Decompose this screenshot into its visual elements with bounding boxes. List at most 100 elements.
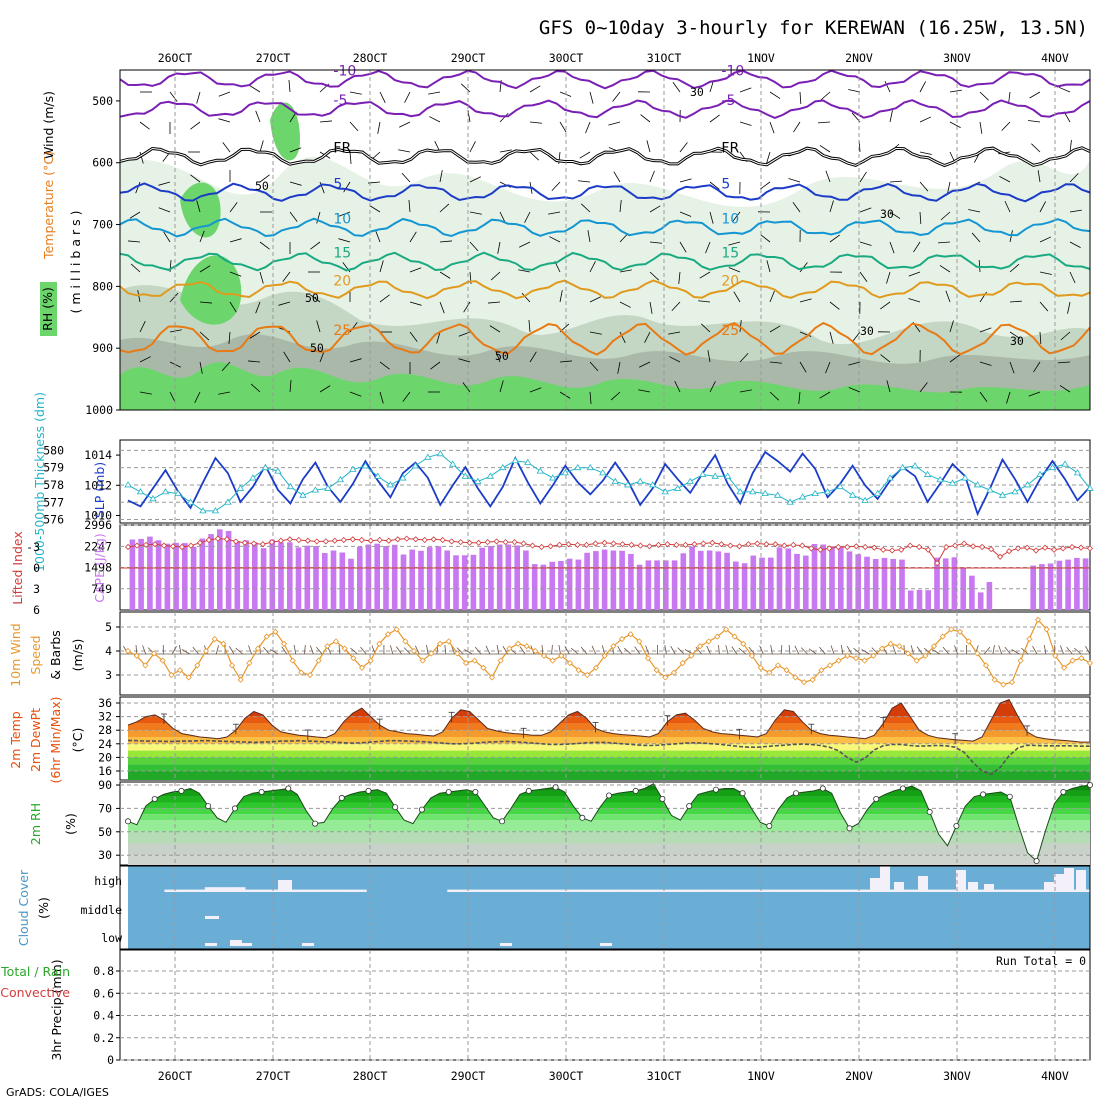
cloud-level-label: high xyxy=(94,874,122,888)
cape-bar xyxy=(295,547,302,610)
wind10m-barb xyxy=(1074,647,1082,655)
upper-wind-barb xyxy=(199,265,211,273)
upper-wind-barb xyxy=(848,361,861,366)
temp-band xyxy=(128,737,1090,744)
wind10m-point xyxy=(246,659,253,667)
cloud-bar xyxy=(774,889,779,892)
wind10m-barb xyxy=(519,646,526,655)
rh2m-point xyxy=(659,796,666,803)
rh2m-axis: 30 50 70 90 xyxy=(98,778,120,862)
wind10m-barb xyxy=(485,645,491,655)
cloud-bar xyxy=(322,889,327,892)
wind10m-barb xyxy=(403,647,411,655)
cloud-bar xyxy=(560,889,565,892)
wind10m-units: (m/s) xyxy=(70,639,85,672)
upper-wind-barb xyxy=(529,121,542,124)
thickness-point xyxy=(748,488,757,495)
wind10m-barb xyxy=(601,645,605,655)
wind10m-barb xyxy=(496,645,500,655)
upper-wind-barb xyxy=(1059,385,1071,393)
upper-grid xyxy=(174,70,1056,410)
cape-bar xyxy=(173,542,179,610)
cloud-bar xyxy=(1086,889,1091,892)
rh2m-point xyxy=(953,823,960,830)
cape-bar xyxy=(1030,565,1036,610)
li-point xyxy=(934,560,941,567)
wind10m-barb xyxy=(731,646,738,655)
cloud-level-label: low xyxy=(101,931,122,945)
upper-wind-barb xyxy=(825,170,831,183)
upper-wind-barb xyxy=(678,271,681,284)
upper-wind-barb xyxy=(310,294,321,303)
cape-bar xyxy=(1056,560,1063,610)
li-point xyxy=(520,540,527,547)
cloud-bar xyxy=(463,889,468,892)
cape-bar xyxy=(505,544,512,610)
rh2m-point xyxy=(205,803,212,810)
cloud-bar xyxy=(742,889,747,892)
isotherm-line xyxy=(119,217,1091,238)
cloud-bar xyxy=(641,889,646,892)
date-label-top: 29OCT xyxy=(451,51,486,65)
cape-bar xyxy=(645,560,652,610)
upper-wind-barb xyxy=(429,116,441,123)
upper-wind-barb xyxy=(404,91,411,103)
rh2m-point xyxy=(579,814,586,821)
upper-wind-barb xyxy=(229,238,242,243)
upper-wind-barb xyxy=(499,211,506,223)
cloud-bar xyxy=(507,889,513,892)
upper-wind-barb xyxy=(369,205,381,213)
wind10m-point xyxy=(653,667,660,674)
wind10m-point xyxy=(896,643,903,650)
upper-wind-barb xyxy=(769,325,781,333)
rh-contour-label: 30 xyxy=(880,207,894,221)
li-point xyxy=(961,540,968,547)
li-point xyxy=(493,538,500,545)
wind10m-point xyxy=(584,671,591,679)
li-point xyxy=(259,541,266,548)
date-label-top: 28OCT xyxy=(353,51,388,65)
wind10m-point xyxy=(159,657,166,664)
isotherm-label: -10 xyxy=(333,63,356,79)
upper-wind-barb xyxy=(137,290,141,303)
slp-label: SLP (mb) xyxy=(92,462,107,518)
temp-tick: 36 xyxy=(98,696,112,710)
upper-wind-barb xyxy=(139,356,151,363)
wind10m-point xyxy=(644,655,652,662)
cloud-bar xyxy=(778,889,784,892)
cloud-bar xyxy=(1001,889,1006,892)
upper-wind-barb xyxy=(1006,391,1011,404)
rh2m-point xyxy=(418,806,425,813)
wind10m-point xyxy=(549,657,556,664)
cloud-bar xyxy=(205,916,219,919)
wind10m-tick: 4 xyxy=(105,644,112,658)
cloud-bar xyxy=(827,889,832,892)
upper-wind-barb xyxy=(379,294,390,303)
upper-wind-barb xyxy=(886,271,891,284)
thickness-point xyxy=(948,479,957,486)
upper-rh-label: RH (%) xyxy=(40,287,55,331)
wind10m-barb xyxy=(142,645,147,655)
rh-band xyxy=(128,843,1090,856)
cloud-bar xyxy=(205,943,217,946)
upper-wind-barb xyxy=(949,89,962,93)
li-point xyxy=(664,541,671,548)
rh2m-point xyxy=(793,790,800,797)
temp-tick: 16 xyxy=(98,764,112,778)
upper-wind-barb xyxy=(499,380,504,393)
li-point xyxy=(817,546,824,553)
upper-wind-barb xyxy=(788,178,801,183)
thickness-point xyxy=(436,450,445,457)
cape-bar xyxy=(278,542,284,610)
upper-wind-barb xyxy=(739,389,752,393)
cape-bar xyxy=(715,551,722,610)
precip-legend-conv: Convective xyxy=(0,985,70,1000)
cape-tick: 2247 xyxy=(84,539,112,553)
upper-wind-barb xyxy=(379,91,386,103)
thickness-point xyxy=(161,488,170,495)
cloud-bar xyxy=(278,880,292,892)
wind10m-barb xyxy=(664,645,667,655)
upper-wind-barb xyxy=(649,205,661,213)
upper-wind-barb xyxy=(169,329,182,333)
wind10m-barb xyxy=(415,645,420,655)
